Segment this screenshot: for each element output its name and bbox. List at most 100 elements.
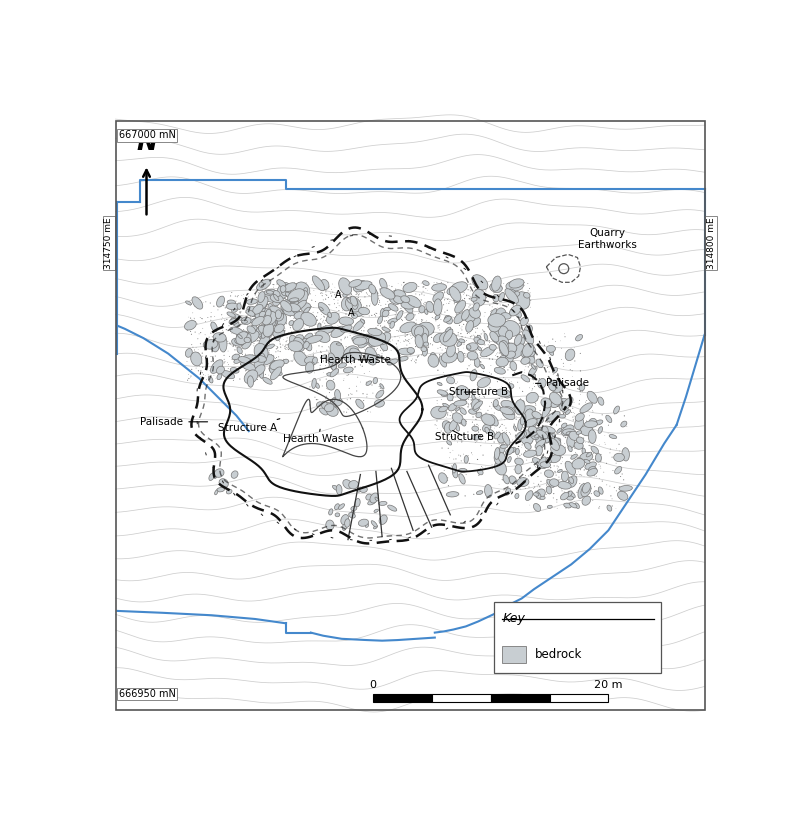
Point: [278, 353, 290, 366]
Point: [265, 351, 278, 364]
Point: [260, 336, 273, 349]
Point: [476, 295, 489, 308]
Point: [295, 292, 308, 305]
Point: [348, 294, 361, 307]
Ellipse shape: [259, 336, 270, 346]
Point: [249, 324, 262, 337]
Point: [530, 421, 543, 435]
Point: [438, 464, 450, 477]
Point: [526, 487, 539, 500]
Point: [489, 305, 502, 318]
Point: [394, 336, 407, 349]
Point: [496, 323, 509, 337]
Point: [458, 286, 471, 300]
Point: [334, 334, 347, 347]
Point: [567, 466, 580, 479]
Ellipse shape: [321, 355, 326, 359]
Point: [526, 435, 539, 448]
Point: [264, 321, 277, 334]
Ellipse shape: [478, 378, 490, 388]
Point: [549, 335, 562, 348]
Ellipse shape: [294, 351, 307, 365]
Bar: [432, 694, 490, 702]
Point: [569, 355, 582, 368]
Point: [384, 335, 397, 348]
Point: [379, 286, 392, 299]
Point: [319, 351, 332, 365]
Point: [317, 314, 330, 327]
Point: [455, 466, 468, 479]
Point: [327, 314, 340, 327]
Point: [294, 300, 306, 313]
Point: [515, 330, 528, 343]
Ellipse shape: [566, 495, 574, 500]
Point: [512, 440, 525, 453]
Point: [253, 300, 266, 313]
Point: [435, 410, 448, 423]
Point: [260, 284, 273, 297]
Point: [205, 337, 218, 351]
Point: [391, 330, 404, 343]
Point: [310, 332, 323, 346]
Ellipse shape: [326, 380, 335, 390]
Ellipse shape: [380, 384, 384, 389]
Point: [518, 330, 531, 343]
Point: [448, 297, 461, 310]
Point: [350, 379, 363, 393]
Ellipse shape: [277, 280, 286, 287]
Point: [196, 350, 209, 363]
Point: [542, 349, 555, 362]
Point: [408, 326, 421, 339]
Point: [281, 332, 294, 345]
Ellipse shape: [264, 319, 271, 332]
Point: [301, 281, 314, 295]
Ellipse shape: [288, 341, 302, 351]
Point: [337, 300, 350, 313]
Point: [317, 325, 330, 338]
Point: [531, 452, 544, 465]
Point: [463, 308, 476, 321]
Point: [278, 313, 290, 326]
Point: [333, 339, 346, 352]
Point: [379, 330, 392, 343]
Point: [613, 438, 626, 451]
Ellipse shape: [354, 281, 367, 292]
Point: [472, 383, 485, 396]
Point: [481, 415, 494, 428]
Ellipse shape: [353, 300, 358, 303]
Point: [531, 394, 544, 407]
Point: [420, 276, 433, 289]
Point: [218, 345, 230, 358]
Point: [420, 306, 433, 319]
Ellipse shape: [460, 407, 466, 414]
Point: [571, 414, 584, 427]
Point: [515, 422, 528, 435]
Point: [325, 343, 338, 356]
Point: [265, 292, 278, 305]
Point: [269, 284, 282, 297]
Point: [282, 281, 294, 294]
Point: [478, 391, 491, 404]
Point: [213, 362, 226, 375]
Ellipse shape: [547, 458, 551, 463]
Point: [432, 280, 445, 293]
Point: [277, 323, 290, 337]
Point: [538, 400, 551, 413]
Point: [341, 402, 354, 415]
Point: [509, 421, 522, 434]
Point: [379, 332, 392, 345]
Point: [228, 310, 241, 323]
Ellipse shape: [518, 419, 522, 430]
Point: [370, 343, 382, 356]
Ellipse shape: [222, 370, 234, 379]
Point: [385, 344, 398, 357]
Point: [309, 391, 322, 404]
Point: [375, 325, 388, 338]
Ellipse shape: [490, 332, 498, 342]
Point: [550, 466, 562, 479]
Point: [474, 343, 486, 356]
Point: [501, 375, 514, 388]
Point: [221, 356, 234, 370]
Point: [504, 295, 517, 309]
Point: [288, 289, 301, 302]
